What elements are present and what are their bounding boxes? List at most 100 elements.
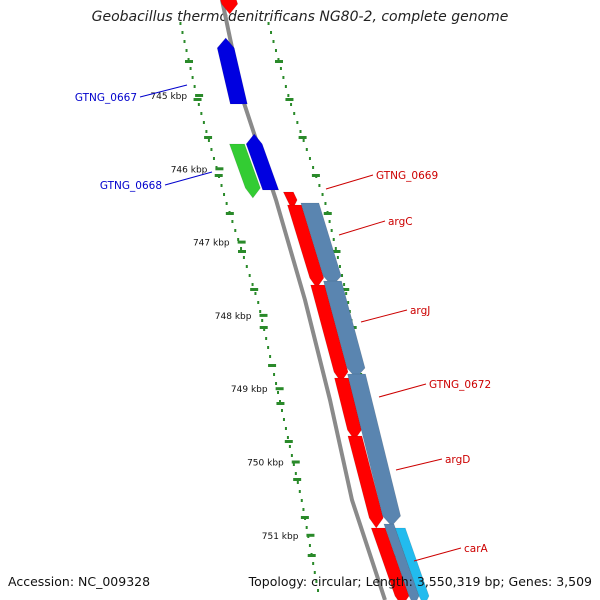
- tick-dot: [257, 301, 260, 304]
- tick-dot: [347, 301, 350, 304]
- tick-dot: [242, 256, 245, 259]
- ruler-tick: [291, 460, 300, 464]
- tick-mark: [204, 136, 213, 139]
- tick-dot: [279, 67, 282, 70]
- tick-mark: [225, 212, 234, 215]
- tick-dot: [305, 148, 308, 151]
- tick-dot: [202, 121, 205, 124]
- tick-dot: [330, 229, 333, 232]
- tick-dot: [187, 58, 190, 61]
- tick-mark: [238, 250, 246, 253]
- tick-mark: [275, 60, 283, 63]
- tick-dot: [277, 391, 280, 394]
- ruler-label: 751 kbp: [262, 532, 299, 542]
- gene-argD: [347, 435, 384, 529]
- tick-dot: [298, 490, 301, 493]
- label-leader-line: [360, 309, 408, 323]
- tick-dot: [312, 166, 315, 169]
- tick-dot: [328, 220, 331, 223]
- tick-dot: [265, 337, 268, 340]
- tick-dot: [212, 157, 215, 160]
- ruler-label: 747 kbp: [193, 239, 230, 249]
- tick-dot: [210, 148, 213, 151]
- tick-mark: [293, 478, 302, 481]
- tick-dot: [290, 454, 293, 457]
- tick-dot: [324, 202, 327, 205]
- tick-dot: [200, 112, 203, 115]
- label-leader-line: [325, 174, 374, 190]
- gene-GTNG_0668: [245, 133, 280, 191]
- gene-label-argJ: argJ: [410, 305, 430, 317]
- tick-dot: [308, 544, 311, 547]
- ruler-tick: [215, 167, 224, 171]
- tick-dot: [302, 139, 305, 142]
- tick-mark: [268, 364, 277, 367]
- tick-dot: [181, 31, 184, 34]
- tick-dot: [341, 274, 344, 277]
- gene-carA: [370, 527, 410, 600]
- ruler-tick: [306, 533, 315, 537]
- tick-dot: [290, 103, 293, 106]
- ruler-label: 746 kbp: [171, 165, 208, 175]
- tick-dot: [277, 58, 280, 61]
- tick-dot: [254, 292, 257, 295]
- label-leader-line: [413, 547, 462, 562]
- gene-label-argD: argD: [445, 454, 470, 466]
- label-leader-line: [164, 171, 213, 186]
- tick-dot: [191, 76, 194, 79]
- tick-dot: [284, 85, 287, 88]
- tick-dot: [294, 472, 297, 475]
- tick-dot: [273, 373, 276, 376]
- tick-dot: [237, 238, 240, 241]
- tick-dot: [270, 31, 273, 34]
- tick-dot: [334, 247, 337, 250]
- cds-block: [347, 373, 401, 527]
- gene-green: [229, 143, 261, 199]
- tick-dot: [183, 40, 186, 43]
- tick-mark: [185, 60, 193, 63]
- gene-GTNG_0667: [216, 37, 248, 105]
- label-leader-line: [139, 84, 188, 98]
- ruler-tick: [275, 387, 284, 391]
- tick-dot: [305, 526, 308, 529]
- tick-mark: [214, 174, 223, 177]
- tick-dot: [300, 499, 303, 502]
- tick-dot: [318, 184, 321, 187]
- tick-mark: [276, 402, 285, 405]
- gene-label-carA: carA: [464, 543, 489, 555]
- tick-dot: [269, 355, 272, 358]
- ruler-label: 750 kbp: [247, 459, 284, 469]
- tick-dot: [223, 193, 226, 196]
- label-leader-line: [338, 220, 386, 236]
- tick-dot: [282, 76, 285, 79]
- tick-dot: [287, 94, 290, 97]
- tick-dot: [286, 436, 289, 439]
- ruler-label: 749 kbp: [231, 385, 268, 395]
- tick-mark: [323, 212, 332, 215]
- tick-dot: [259, 310, 262, 313]
- tick-mark: [300, 516, 309, 519]
- tick-dot: [193, 85, 196, 88]
- tick-dot: [197, 103, 200, 106]
- tick-dot: [245, 265, 248, 268]
- genome-stats-label: Topology: circular; Length: 3,550,319 bp…: [248, 574, 592, 589]
- ruler-label: 748 kbp: [215, 312, 252, 322]
- tick-dot: [299, 130, 302, 133]
- gene-label-GTNG_0669: GTNG_0669: [376, 170, 438, 182]
- tick-dot: [231, 220, 234, 223]
- tick-dot: [207, 139, 210, 142]
- label-leader-line: [378, 383, 427, 398]
- gene-argJ: [310, 284, 349, 383]
- tick-dot: [251, 283, 254, 286]
- tick-dot: [336, 256, 339, 259]
- tick-dot: [282, 418, 285, 421]
- gene-GTNG_0672: [334, 377, 362, 441]
- tick-mark: [298, 136, 307, 139]
- tick-mark: [259, 326, 268, 329]
- tick-dot: [205, 130, 208, 133]
- tick-dot: [332, 238, 335, 241]
- tick-dot: [296, 481, 299, 484]
- tick-mark: [193, 98, 202, 101]
